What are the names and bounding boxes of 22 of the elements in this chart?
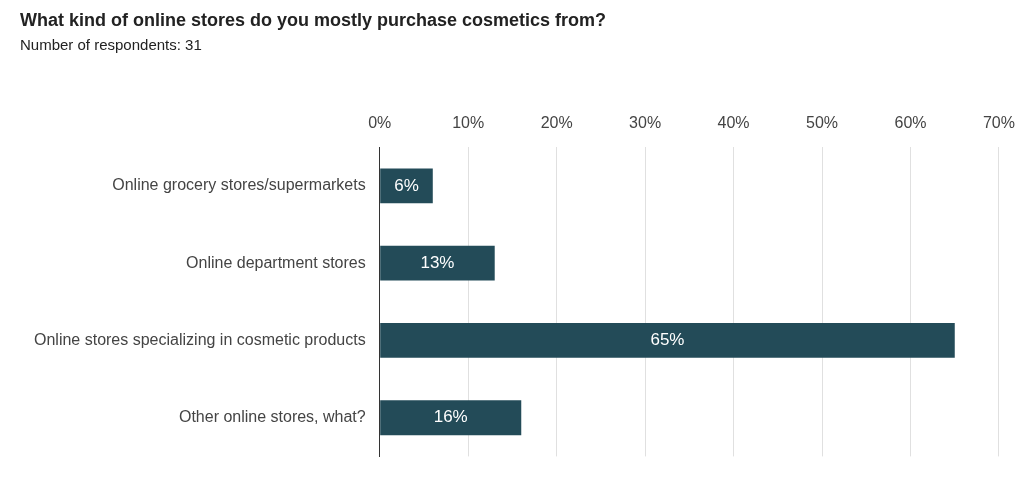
data-label: 6% bbox=[394, 175, 419, 195]
y-tick-label: Online grocery stores/supermarkets bbox=[112, 176, 366, 194]
x-tick-label: 40% bbox=[717, 114, 750, 132]
y-tick-label: Other online stores, what? bbox=[178, 408, 366, 426]
data-label: 65% bbox=[650, 330, 685, 350]
chart-title: What kind of online stores do you mostly purchase cosmetics from? bbox=[20, 10, 607, 31]
bar bbox=[380, 323, 955, 358]
y-tick-label: Online department stores bbox=[186, 253, 366, 271]
text: Number of respondents: 31 bbox=[20, 36, 202, 53]
data-label: 16% bbox=[433, 407, 468, 427]
x-tick-label: 20% bbox=[540, 114, 573, 132]
y-tick-label: Online stores specializing in cosmetic products bbox=[34, 330, 366, 348]
x-tick-label: 30% bbox=[629, 114, 662, 132]
x-tick-label: 70% bbox=[982, 114, 1015, 132]
x-tick-label: 50% bbox=[806, 114, 839, 132]
x-tick-label: 60% bbox=[894, 114, 927, 132]
x-tick-label: 0% bbox=[368, 114, 392, 132]
bar bbox=[380, 400, 522, 436]
bar bbox=[380, 168, 433, 204]
bar bbox=[380, 245, 495, 281]
data-label: 13% bbox=[420, 252, 455, 272]
x-tick-label: 10% bbox=[452, 114, 485, 132]
